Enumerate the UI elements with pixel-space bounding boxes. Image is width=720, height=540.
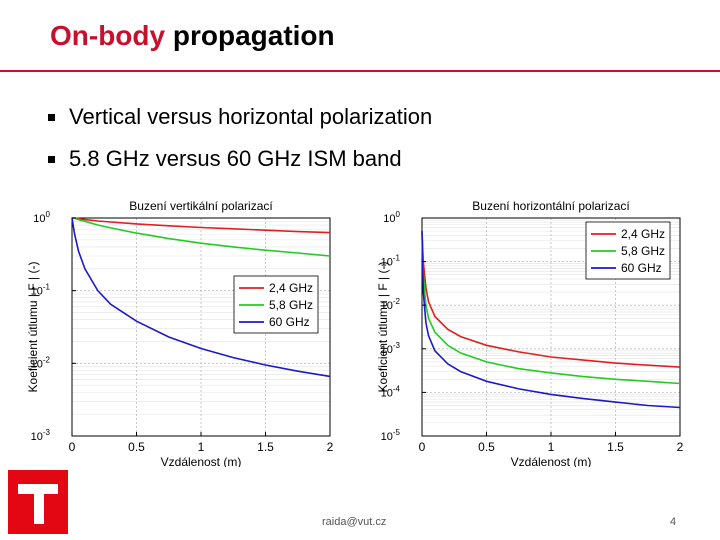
chart-svg: 0 0.5 1 1.5 2 100 10-1 10-2 10-3 Buzení vertikáln… [26,199,334,467]
legend-label: 2,4 GHz [269,281,313,295]
x-tick-label: 2 [677,440,684,454]
footer-email: raida@vut.cz [322,516,387,528]
y-tick-label: 10-2 [31,355,51,370]
y-tick-exponent: -2 [43,355,51,364]
legend-label: 5,8 GHz [621,244,665,258]
university-logo [8,470,68,534]
legend-label: 2,4 GHz [621,227,665,241]
y-tick-label: 100 [33,210,50,225]
slide-title: On-body propagation [50,20,335,52]
y-tick-label: 10-1 [31,283,51,298]
chart-vertical-polarization: 0 0.5 1 1.5 2 100 10-1 10-2 10-3 Buzení vertikáln… [24,192,344,467]
y-tick-exponent: 0 [396,210,401,219]
y-tick-exponent: -3 [393,341,401,350]
bullet-item: 5.8 GHz versus 60 GHz ISM band [48,138,432,180]
x-tick-label: 0.5 [128,440,145,454]
x-tick-label: 1.5 [607,440,624,454]
y-tick-exponent: 0 [46,210,51,219]
y-tick-label: 10-1 [381,254,401,269]
bullet-list: Vertical versus horizontal polarization … [48,96,432,180]
y-tick-label: 10-3 [31,428,51,443]
bullet-text: Vertical versus horizontal polarization [69,104,433,129]
series-line-0 [72,217,331,234]
square-bullet-icon [48,155,55,163]
y-axis-label: Koeficient útlumu | F | (-) [26,262,40,393]
legend-label: 60 GHz [621,261,662,275]
chart-horizontal-polarization: 0 0.5 1 1.5 2 100 10-1 10-2 10-3 10-4 10-5 Buzení h… [374,192,694,467]
t-logo-icon [18,480,58,524]
bullet-item: Vertical versus horizontal polarization [48,96,432,138]
x-tick-label: 1.5 [257,440,274,454]
chart-title: Buzení vertikální polarizací [129,199,273,213]
y-tick-label: 10-5 [381,428,401,443]
y-tick-exponent: -1 [43,283,51,292]
y-axis-label: Koeficient útlumu | F | (-) [376,262,390,393]
x-tick-label: 2 [327,440,334,454]
legend-label: 5,8 GHz [269,298,313,312]
x-axis-label: Vzdálenost (m) [161,455,242,467]
series-line-2 [71,217,331,378]
title-divider [0,70,720,72]
series-line-1 [421,231,681,385]
chart-title: Buzení horizontální polarizací [472,199,630,213]
title-rest: propagation [172,20,335,51]
y-tick-exponent: -5 [393,428,401,437]
y-tick-exponent: -2 [393,297,401,306]
y-tick-label: 100 [383,210,400,225]
y-tick-label: 10-2 [381,297,401,312]
square-bullet-icon [48,113,55,121]
series-line-0 [421,231,681,368]
x-tick-label: 1 [548,440,555,454]
y-tick-exponent: -4 [393,384,401,393]
chart-svg: 0 0.5 1 1.5 2 100 10-1 10-2 10-3 10-4 10-5 Buzení h… [376,199,684,467]
x-tick-label: 0 [419,440,426,454]
legend-label: 60 GHz [269,315,310,329]
x-tick-label: 0 [69,440,76,454]
y-tick-exponent: -1 [393,254,401,263]
y-tick-exponent: -3 [43,428,51,437]
series-line-1 [71,217,331,257]
y-tick-label: 10-4 [381,384,401,399]
bullet-text: 5.8 GHz versus 60 GHz ISM band [69,146,402,171]
x-tick-label: 1 [198,440,205,454]
x-axis-label: Vzdálenost (m) [511,455,592,467]
series-line-2 [421,231,681,409]
title-accent: On-body [50,20,166,51]
page-number: 4 [670,516,677,528]
x-tick-label: 0.5 [478,440,495,454]
y-tick-label: 10-3 [381,341,401,356]
